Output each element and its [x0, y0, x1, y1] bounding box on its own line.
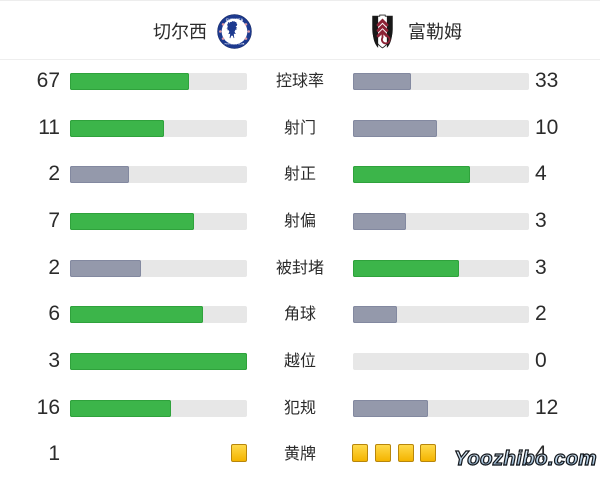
- svg-text:CHELSEA: CHELSEA: [226, 18, 244, 22]
